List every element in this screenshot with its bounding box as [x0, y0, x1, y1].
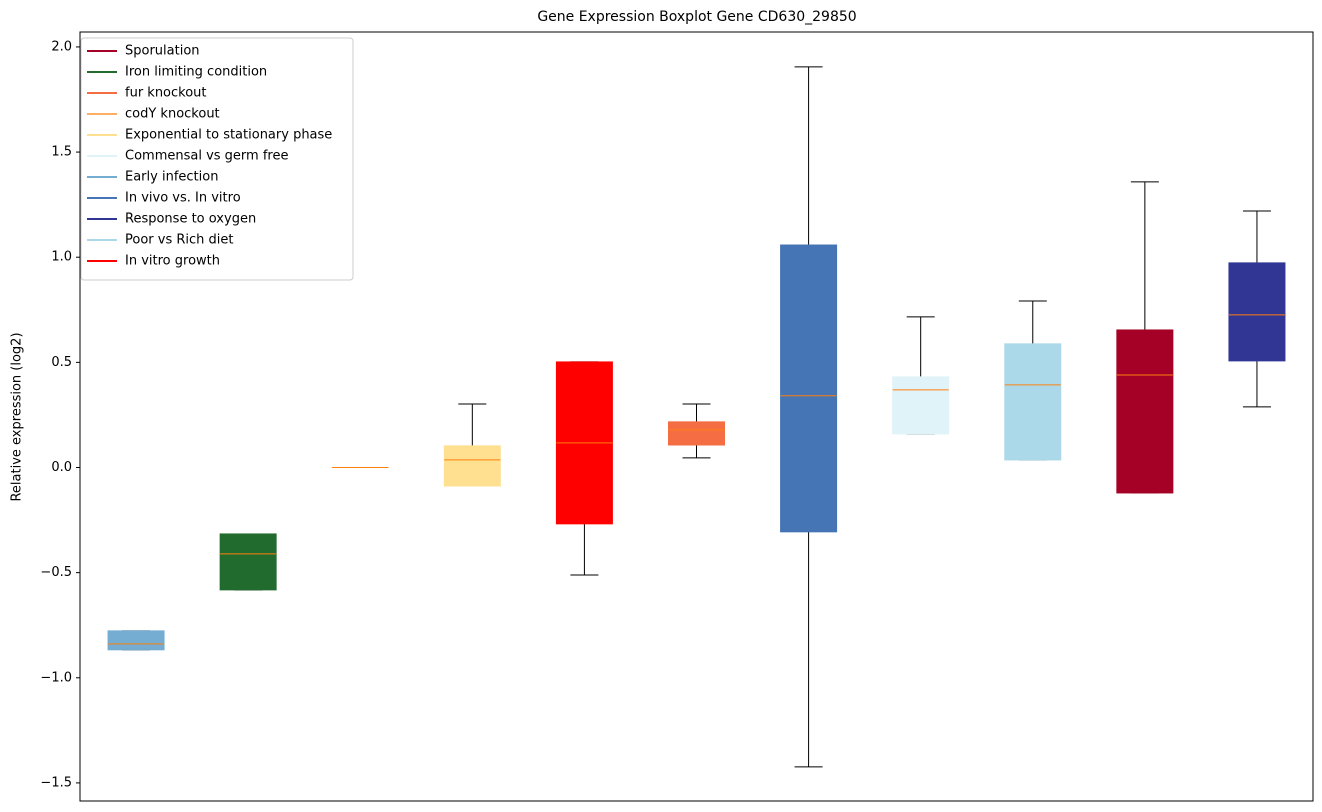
box-group — [780, 66, 838, 768]
legend-label: Early infection — [125, 170, 218, 185]
legend-label: In vitro growth — [125, 254, 220, 269]
legend-label: Response to oxygen — [125, 212, 256, 227]
chart-title: Gene Expression Boxplot Gene CD630_29850 — [537, 9, 856, 25]
box — [892, 376, 950, 435]
box — [219, 533, 277, 591]
box-group — [443, 403, 501, 487]
box — [780, 244, 838, 533]
legend-label: codY knockout — [125, 107, 220, 122]
y-tick-label: 0.0 — [51, 460, 72, 475]
box-group — [668, 403, 725, 459]
y-tick-label: −1.0 — [40, 670, 72, 685]
box — [1116, 329, 1174, 494]
plot-frame — [79, 31, 1314, 802]
box-group — [107, 630, 165, 651]
legend-label: Iron limiting condition — [125, 65, 267, 80]
box — [668, 421, 725, 446]
legend-label: Exponential to stationary phase — [125, 128, 332, 143]
box-group — [555, 361, 613, 576]
box-group — [1228, 210, 1286, 408]
y-tick-label: 1.0 — [51, 250, 72, 265]
box-group — [219, 533, 277, 591]
y-axis-label: Relative expression (log2) — [10, 332, 25, 501]
box — [107, 630, 165, 651]
legend-label: Sporulation — [125, 44, 200, 59]
box-group — [1116, 181, 1174, 494]
box — [443, 445, 501, 487]
y-tick-label: 0.5 — [51, 355, 72, 370]
box-group — [1004, 300, 1062, 461]
legend-label: In vivo vs. In vitro — [125, 191, 241, 206]
legend: Sporulation Iron limiting condition fur kn… — [80, 37, 354, 281]
legend-label: Commensal vs germ free — [125, 149, 288, 164]
y-tick-label: 2.0 — [51, 39, 72, 54]
legend-label: Poor vs Rich diet — [125, 233, 233, 248]
y-tick-label: −0.5 — [40, 565, 72, 580]
y-tick-label: 1.5 — [51, 145, 72, 160]
box — [1228, 262, 1286, 362]
box — [1004, 343, 1062, 461]
box-group — [892, 316, 950, 435]
legend-label: fur knockout — [125, 86, 207, 101]
legend-frame — [80, 37, 354, 281]
y-tick-label: −1.5 — [40, 775, 72, 790]
